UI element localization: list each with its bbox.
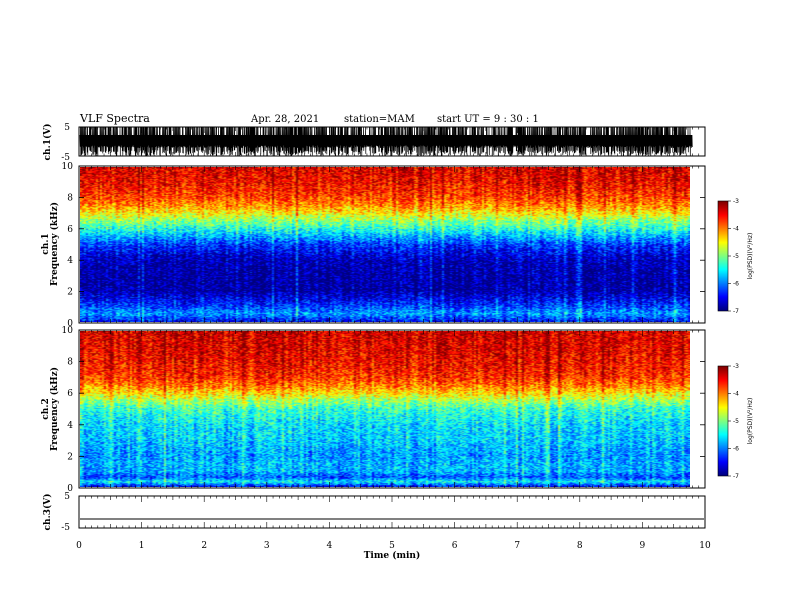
time-axis-tick-label: 3 <box>264 541 270 551</box>
time-axis-tick-label: 6 <box>452 541 458 551</box>
ch1-spectrogram-ytick-label: 0 <box>67 319 73 329</box>
ch2-spectrogram-panel: 0 2 4 6 8 10 ch.2 Frequency (kHz) <box>41 326 706 494</box>
ch1-colorbar-tick-label: -6 <box>733 281 739 288</box>
ch1-spectrogram-ytick-label: 4 <box>67 256 73 266</box>
time-axis-tick-labels: 0 1 2 3 4 5 6 7 8 9 10 <box>76 541 711 551</box>
ch2-colorbar-tick-label: -4 <box>733 391 739 398</box>
start-time-label: start UT = 9 : 30 : 1 <box>437 114 539 125</box>
ch2-spectrogram-ytick-label: 2 <box>67 452 73 462</box>
ch1-waveform-line <box>79 126 693 157</box>
ch1-waveform-ytick-bottom: -5 <box>61 153 70 163</box>
ch2-spectrogram-ylabel: Frequency (kHz) <box>49 367 60 451</box>
ch1-colorbar-tick-label: -4 <box>733 226 739 233</box>
ch1-colorbar-tick-label: -3 <box>733 198 739 205</box>
ch3-waveform-ytick-bottom: -5 <box>61 523 70 533</box>
figure-title: VLF Spectra <box>79 112 150 125</box>
ch1-spectrogram-panel: 0 2 4 6 8 10 ch.1 Frequency (kHz) <box>41 162 706 329</box>
date-label: Apr. 28, 2021 <box>250 114 319 125</box>
ch2-spectrogram-ytick-label: 10 <box>62 326 74 336</box>
ch1-spectrogram-image <box>80 167 690 322</box>
ch1-colorbar-tick-label: -7 <box>733 308 739 315</box>
ch2-spectrogram-ytick-label: 4 <box>67 421 73 431</box>
ch2-colorbar-tick-label: -3 <box>733 363 739 370</box>
ch1-colorbar-image <box>718 201 728 311</box>
ch1-waveform-ytick-top: 5 <box>64 123 70 133</box>
ch2-spectrogram-channel-label: ch.2 <box>41 398 51 419</box>
ch1-spectrogram-ytick-label: 8 <box>67 193 73 203</box>
ch1-spectrogram-ytick-label: 10 <box>62 162 74 172</box>
time-axis-tick-label: 7 <box>514 541 520 551</box>
ch1-waveform-ylabel: ch.1(V) <box>42 124 53 161</box>
time-axis-ticks <box>78 127 706 528</box>
ch2-colorbar: -3 -4 -5 -6 -7 log(PSD)(V²/Hz) <box>717 363 754 480</box>
time-axis-tick-label: 10 <box>699 541 711 551</box>
ch1-colorbar-label: log(PSD)(V²/Hz) <box>747 233 754 280</box>
ch3-waveform-ytick-top: 5 <box>64 492 70 502</box>
ch2-colorbar-label: log(PSD)(V²/Hz) <box>747 398 754 445</box>
time-axis-label: Time (min) <box>364 550 421 561</box>
ch2-spectrogram-ytick-label: 0 <box>67 484 73 494</box>
time-axis-tick-label: 8 <box>577 541 583 551</box>
ch2-colorbar-tick-label: -5 <box>733 418 739 425</box>
ch2-colorbar-ticks: -3 -4 -5 -6 -7 <box>728 363 739 480</box>
time-axis-tick-label: 2 <box>201 541 207 551</box>
ch2-colorbar-tick-label: -6 <box>733 446 739 453</box>
ch2-spectrogram-ytick-label: 6 <box>67 389 73 399</box>
ch1-colorbar-ticks: -3 -4 -5 -6 -7 <box>728 198 739 315</box>
time-axis-tick-label: 0 <box>76 541 82 551</box>
ch2-spectrogram-ytick-label: 8 <box>67 358 73 368</box>
ch1-spectrogram-ylabel: Frequency (kHz) <box>49 202 60 286</box>
time-axis-tick-label: 5 <box>389 541 395 551</box>
ch1-spectrogram-channel-label: ch.1 <box>41 233 51 254</box>
time-axis-tick-label: 9 <box>640 541 646 551</box>
time-axis-tick-label: 1 <box>139 541 145 551</box>
ch2-spectrogram-yticks: 0 2 4 6 8 10 <box>62 326 705 494</box>
ch2-colorbar-tick-label: -7 <box>733 473 739 480</box>
time-axis-tick-label: 4 <box>327 541 333 551</box>
ch1-spectrogram-yticks: 0 2 4 6 8 10 <box>62 162 705 329</box>
ch1-colorbar: -3 -4 -5 -6 -7 log(PSD)(V²/Hz) <box>717 198 754 315</box>
ch1-colorbar-tick-label: -5 <box>733 253 739 260</box>
ch3-waveform-ylabel: ch.3(V) <box>42 494 53 531</box>
ch1-spectrogram-ytick-label: 2 <box>67 288 73 298</box>
station-label: station=MAM <box>344 114 415 125</box>
ch1-spectrogram-ytick-label: 6 <box>67 225 73 235</box>
ch2-spectrogram-image <box>80 331 690 487</box>
ch2-colorbar-image <box>718 366 728 476</box>
